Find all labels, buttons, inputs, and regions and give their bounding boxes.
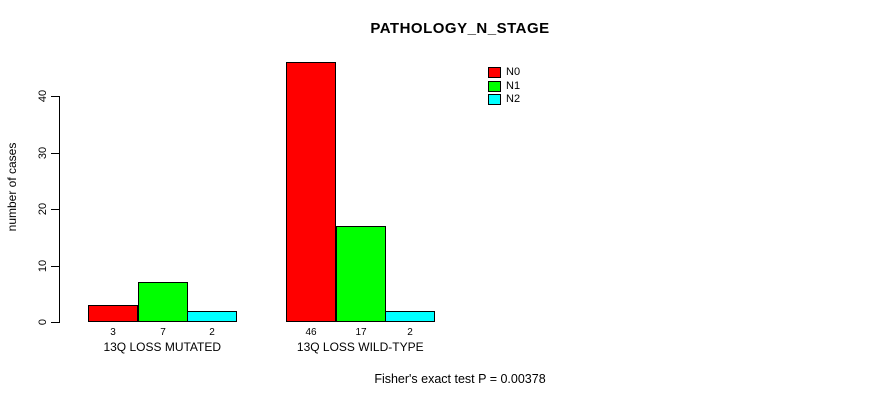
legend-row: N1 <box>488 80 520 94</box>
bar-n2 <box>187 311 237 322</box>
bar-n1 <box>336 226 386 322</box>
legend-label: N1 <box>506 79 521 92</box>
y-tick <box>51 152 59 154</box>
bar-value-label: 17 <box>355 327 367 338</box>
y-axis-title: number of cases <box>5 142 19 232</box>
y-tick-label: 40 <box>37 89 49 103</box>
y-tick-label: 20 <box>37 202 49 216</box>
y-tick <box>51 265 59 267</box>
y-tick-label: 10 <box>37 259 49 272</box>
bar-value-label: 3 <box>110 327 116 338</box>
legend: N0 N1 N2 <box>488 66 520 107</box>
legend-swatch-n2 <box>488 94 501 106</box>
bar-n0 <box>88 305 138 322</box>
stats-annotation: Fisher's exact test P = 0.00378 <box>374 372 546 386</box>
bar-value-label: 2 <box>209 327 215 338</box>
y-axis-line <box>59 96 60 323</box>
y-tick-label: 0 <box>37 318 49 326</box>
legend-swatch-n1 <box>488 80 501 92</box>
y-tick <box>51 96 59 97</box>
legend-row: N0 <box>488 66 520 80</box>
bar-n1 <box>138 282 188 322</box>
legend-row: N2 <box>488 93 520 107</box>
y-tick <box>51 322 59 323</box>
x-category-label: 13Q LOSS MUTATED <box>103 340 222 354</box>
bar-n0 <box>286 62 336 322</box>
legend-label: N2 <box>506 93 521 106</box>
bar-value-label: 2 <box>407 327 413 338</box>
bar-n2 <box>385 311 435 322</box>
chart-title: PATHOLOGY_N_STAGE <box>370 20 550 37</box>
bar-value-label: 7 <box>160 327 166 338</box>
legend-label: N0 <box>506 66 521 79</box>
bar-value-label: 46 <box>305 327 317 338</box>
legend-swatch-n0 <box>488 67 501 79</box>
y-tick-label: 30 <box>37 146 49 159</box>
x-category-label: 13Q LOSS WILD-TYPE <box>296 340 424 354</box>
y-tick <box>51 209 59 210</box>
